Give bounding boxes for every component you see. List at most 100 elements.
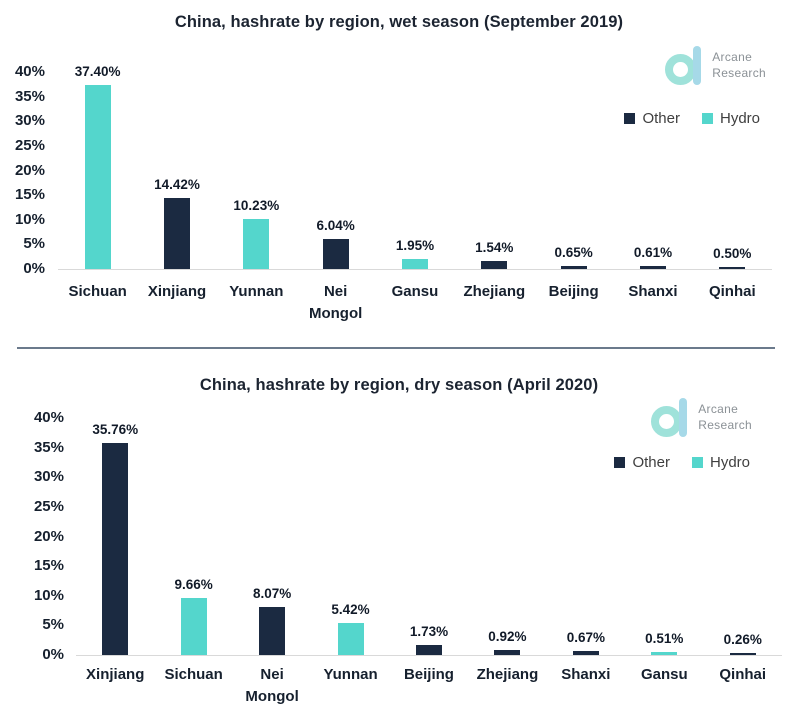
bar-column: 0.26%	[704, 418, 782, 655]
x-axis-label-text: Beijing	[548, 283, 599, 300]
x-axis-label-text: Yunnan	[323, 666, 378, 683]
x-axis-label-text: Beijing	[403, 666, 454, 683]
x-axis-label-text: Gansu	[640, 666, 688, 683]
bar-column: 9.66%	[154, 418, 232, 655]
bar-column: 0.65%	[534, 72, 613, 269]
x-axis-label-text: Qinhai	[708, 283, 756, 300]
y-axis-tick-label: 0%	[42, 646, 64, 663]
y-axis-tick-label: 5%	[42, 616, 64, 634]
bar-value-label: 1.54%	[475, 240, 514, 255]
bar-column: 35.76%	[76, 418, 154, 655]
x-axis-label-text: Gansu	[391, 283, 439, 300]
x-axis-label-text: Shanxi	[561, 666, 611, 683]
logo-stem-shape	[693, 46, 702, 85]
bar-sichuan	[180, 598, 207, 655]
y-axis-tick-label: 25%	[14, 136, 45, 154]
logo-word-line2: Research	[712, 66, 766, 80]
bar-column: 0.67%	[547, 418, 625, 655]
x-axis-label: Shanxi	[547, 664, 625, 708]
x-axis-label: Beijing	[534, 281, 613, 325]
bar-yunnan	[243, 219, 270, 269]
x-axis-label: Qinhai	[693, 281, 772, 325]
section-divider	[17, 347, 775, 349]
bar-column: 14.42%	[137, 72, 216, 269]
other-swatch-icon	[614, 457, 626, 468]
other-swatch-icon	[624, 113, 636, 124]
plot-area: 35.76% 9.66% 8.07% 5.42% 1.73% 0.92% 0.67% 0.51…	[76, 418, 782, 656]
x-axis-label-text: Qinhai	[719, 666, 767, 683]
x-axis-label: Sichuan	[154, 664, 232, 708]
legend-label-hydro: Hydro	[709, 454, 750, 471]
bar-column: 10.23%	[217, 72, 296, 269]
y-axis-tick-label: 5%	[23, 235, 45, 253]
x-axis-label-text: Sichuan	[68, 283, 127, 300]
x-axis-label: Xinjiang	[76, 664, 154, 708]
y-axis-tick-label: 10%	[33, 586, 64, 604]
y-axis: 40% 35% 30% 25% 20% 15% 10% 5% 0%	[0, 63, 45, 277]
legend-item-hydro: Hydro	[701, 110, 760, 127]
x-axis-label: Gansu	[375, 281, 454, 325]
bar-nei-mongol	[322, 239, 349, 269]
legend-label-other: Other	[642, 110, 680, 127]
bar-column: 5.42%	[311, 418, 389, 655]
x-axis-label-text: Zhejiang	[476, 666, 539, 683]
x-axis-label: Nei Mongol	[296, 281, 375, 325]
y-axis-tick-label: 10%	[14, 210, 45, 228]
y-axis-tick-label: 25%	[33, 497, 64, 515]
bar-value-label: 37.40%	[74, 64, 121, 79]
y-axis-tick-label: 35%	[14, 87, 45, 105]
chart-wet-season: China, hashrate by region, wet season (S…	[0, 0, 798, 346]
y-axis-tick-label: 30%	[33, 468, 64, 486]
bar-value-label: 35.76%	[92, 422, 139, 437]
bar-value-label: 0.50%	[713, 246, 752, 261]
logo-word-line2: Research	[698, 418, 752, 432]
x-axis-label-text: Xinjiang	[147, 283, 207, 300]
bar-value-label: 0.51%	[645, 631, 684, 646]
y-axis-tick-label: 30%	[14, 112, 45, 130]
x-axis-label: Xinjiang	[137, 281, 216, 325]
legend-label-hydro: Hydro	[719, 110, 760, 127]
y-axis-tick-label: 20%	[14, 161, 45, 179]
logo-wordmark: Arcane Research	[698, 402, 752, 433]
legend-item-hydro: Hydro	[691, 454, 750, 471]
logo-ring-shape	[651, 406, 683, 437]
x-axis-label: Shanxi	[613, 281, 692, 325]
y-axis-tick-label: 20%	[33, 527, 64, 545]
bar-column: 37.40%	[58, 64, 137, 269]
logo-stem-shape	[679, 398, 688, 437]
plot-area: 37.40% 14.42% 10.23% 6.04% 1.95% 1.54% 0.65% 0.…	[58, 64, 772, 270]
bar-value-label: 6.04%	[316, 218, 355, 233]
x-axis-label-text: Shanxi	[628, 283, 678, 300]
legend-label-other: Other	[632, 454, 670, 471]
legend: Other Hydro	[614, 454, 750, 471]
bar-column: 8.07%	[233, 418, 311, 655]
bar-value-label: 0.67%	[566, 630, 605, 645]
y-axis-tick-label: 0%	[23, 260, 45, 277]
bar-zhejiang	[481, 261, 508, 269]
bar-value-label: 1.73%	[409, 624, 449, 639]
chart-title: China, hashrate by region, wet season (S…	[174, 13, 624, 31]
x-axis-label: Beijing	[390, 664, 468, 708]
arcane-research-logo: Arcane Research	[665, 46, 766, 86]
x-axis-label: Sichuan	[58, 281, 137, 325]
bar-qinhai	[719, 267, 746, 269]
legend-item-other: Other	[614, 454, 670, 471]
bar-value-label: 14.42%	[154, 177, 200, 192]
bar-shanxi	[572, 651, 599, 655]
bar-gansu	[651, 652, 678, 655]
y-axis-tick-label: 40%	[14, 63, 45, 80]
logo-wordmark: Arcane Research	[712, 50, 766, 81]
x-axis-label: Zhejiang	[455, 281, 534, 325]
chart-title: China, hashrate by region, dry season (A…	[199, 376, 599, 394]
y-axis: 40% 35% 30% 25% 20% 15% 10% 5% 0%	[0, 409, 64, 663]
x-axis: Sichuan Xinjiang Yunnan Nei Mongol Gansu Zhej…	[58, 281, 772, 325]
bar-value-label: 5.42%	[331, 602, 370, 617]
bar-column: 1.54%	[455, 72, 534, 269]
bar-value-label: 0.65%	[554, 245, 593, 260]
bar-column: 0.51%	[625, 418, 703, 655]
arcane-logo-icon	[651, 398, 689, 438]
x-axis-label-text: Nei Mongol	[245, 666, 299, 705]
legend: Other Hydro	[624, 110, 760, 127]
bar-zhejiang	[494, 650, 521, 655]
bar-beijing	[560, 266, 587, 269]
